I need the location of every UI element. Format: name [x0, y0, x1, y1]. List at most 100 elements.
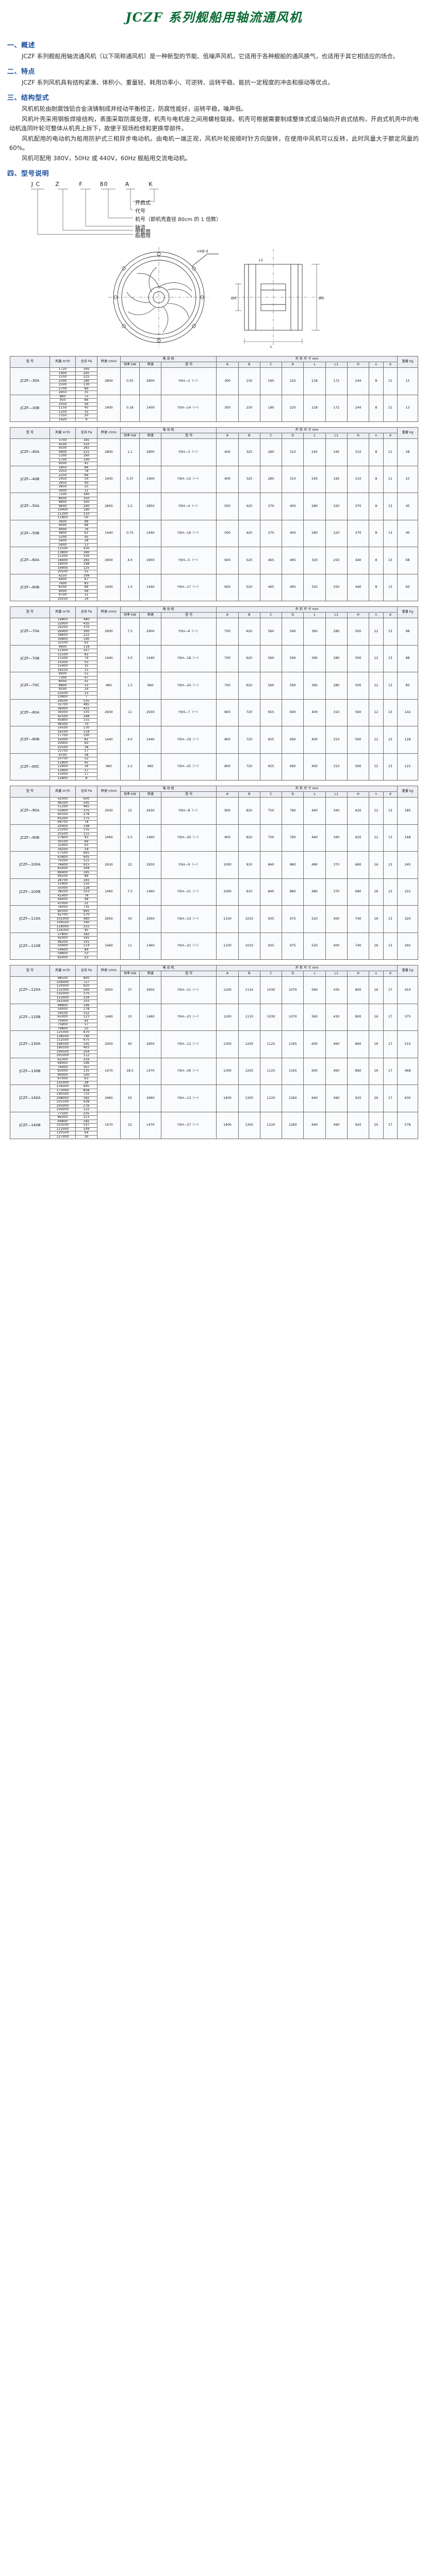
table-cell: 1050 — [50, 402, 76, 406]
table-cell: 340 — [325, 824, 348, 852]
table-cell: 8 — [369, 465, 384, 493]
table-cell: 17 — [75, 772, 98, 777]
table-cell: 8 — [369, 573, 384, 601]
table-cell: 340 — [75, 921, 98, 925]
spec-table-t3: 型 号风量 m³/h 全压 Pa 转速 r/min 电 动 机外 形 尺 寸 mm 重量… — [9, 606, 418, 781]
table-cell: 630 — [397, 1084, 418, 1112]
table-cell: 485 — [75, 703, 98, 707]
column-header: 功率 kW — [120, 612, 140, 618]
structure-paragraph-2: 风机叶壳采用钢板焊接结构，表面采取防腐处理，机壳与电机座之间用螺栓联接。机壳可根… — [9, 115, 419, 132]
table-cell: 415 — [75, 862, 98, 867]
table-cell: 135 — [75, 1069, 98, 1074]
table-cell: 2930 — [139, 797, 162, 825]
table-cell: JCZF—120B — [9, 1003, 51, 1031]
table-row: 62000 23 — [10, 955, 418, 960]
table-cell: 640 — [303, 1084, 326, 1112]
table-cell: 1400 — [216, 1084, 239, 1112]
table-cell: JCZF—70A — [9, 618, 51, 646]
table-cell: 180 — [75, 379, 98, 383]
column-header: 全压 Pa — [75, 965, 98, 977]
table-cell: 13 — [383, 905, 398, 933]
table-cell: 390 — [75, 550, 98, 555]
table-cell: 194500 — [50, 1049, 76, 1054]
table-cell: 1350 — [50, 414, 76, 418]
table-cell: 90000 — [50, 1073, 76, 1077]
table-cell: 37800 — [50, 932, 76, 937]
table-cell: 213 — [75, 1115, 98, 1120]
column-header: d — [383, 971, 398, 977]
table-cell: 120000 — [50, 984, 76, 989]
column-header: H — [347, 971, 370, 977]
table-cell: 16 — [369, 905, 384, 933]
column-header: L — [303, 612, 326, 618]
table-cell: 69 — [75, 1131, 98, 1136]
table-cell: 310 — [347, 465, 370, 493]
table-cell: 80 — [75, 386, 98, 391]
table-cell: 38200 — [50, 890, 76, 894]
table-cell: 420 — [238, 493, 260, 520]
table-cell: 222 — [75, 633, 98, 638]
table-cell: 161000 — [50, 999, 76, 1004]
column-header: 型 号 — [161, 971, 217, 977]
table-cell: 1070 — [282, 1003, 304, 1031]
table-cell: 592 — [75, 1096, 98, 1100]
table-cell: YSH—18（一） — [161, 645, 217, 672]
table-cell: 165 — [75, 878, 98, 883]
table-cell: 33 — [75, 683, 98, 688]
table-cell: 208000 — [50, 1096, 76, 1100]
table-cell: 13 — [383, 547, 398, 574]
table-cell: 13 — [383, 824, 398, 852]
column-header: A — [216, 433, 239, 439]
table-cell: 60 — [75, 741, 98, 746]
table-cell: 29500 — [50, 699, 76, 703]
table-row: JCZF—100A 57500 665 2930 22 2930 YSH—9（一） 1000 9… — [9, 851, 418, 879]
table-cell: 265 — [75, 371, 98, 376]
table-cell: 11800 — [50, 516, 76, 520]
table-cell: JCZF—80B — [9, 726, 51, 754]
table-cell: 16 — [369, 976, 384, 1004]
table-cell: 1460 — [97, 824, 121, 852]
table-cell: 8800 — [50, 500, 76, 505]
table-cell: 460 — [325, 1057, 348, 1085]
table-cell: 960 — [97, 753, 121, 781]
table-cell: 70400 — [50, 1019, 76, 1023]
table-cell: 2050 — [50, 469, 76, 474]
table-cell: 63800 — [50, 855, 76, 859]
table-cell: 480 — [303, 878, 326, 906]
table-cell: 2950 — [97, 905, 121, 933]
table-cell: 180500 — [50, 1046, 76, 1050]
table-cell: 1440 — [97, 726, 121, 754]
table-cell: 20 — [75, 414, 98, 418]
table-cell: 800 — [216, 753, 239, 781]
table-cell: 86 — [75, 465, 98, 470]
table-cell: 790 — [75, 1034, 98, 1039]
table-cell: 220 — [282, 394, 304, 422]
table-cell: 310 — [347, 438, 370, 466]
table-cell: YSH—3（一） — [161, 438, 217, 466]
table-cell: 20900 — [50, 824, 76, 828]
table-cell: 40 — [75, 481, 98, 485]
table-cell: 20900 — [50, 741, 76, 746]
table-cell: 310 — [325, 753, 348, 781]
column-header: 转速 — [139, 362, 162, 368]
table-cell: 150 — [75, 882, 98, 887]
table-cell: 42500 — [50, 714, 76, 719]
table-cell: 122 — [397, 753, 418, 781]
table-cell: 122 — [75, 1108, 98, 1112]
table-cell: 276 — [75, 1104, 98, 1108]
column-header: D — [282, 971, 304, 977]
table-cell: 20 — [369, 1084, 384, 1112]
table-cell: 345 — [75, 438, 98, 443]
table-row: JCZF—50B 3600 98 1440 0.75 1440 YSH—16（一） 500 42… — [9, 519, 418, 547]
column-header: 转速 r/min — [97, 606, 121, 618]
table-cell: 1470 — [139, 1057, 162, 1085]
table-cell: 1.1 — [120, 438, 140, 466]
table-cell: 680 — [347, 878, 370, 906]
table-cell: 22 — [120, 851, 140, 879]
column-header: B — [238, 791, 260, 798]
table-cell: 400 — [303, 726, 326, 754]
table-cell: 9000 — [50, 589, 76, 594]
table-cell: 31 — [75, 593, 98, 598]
column-header: 转速 — [139, 971, 162, 977]
table-cell: 28700 — [50, 878, 76, 883]
